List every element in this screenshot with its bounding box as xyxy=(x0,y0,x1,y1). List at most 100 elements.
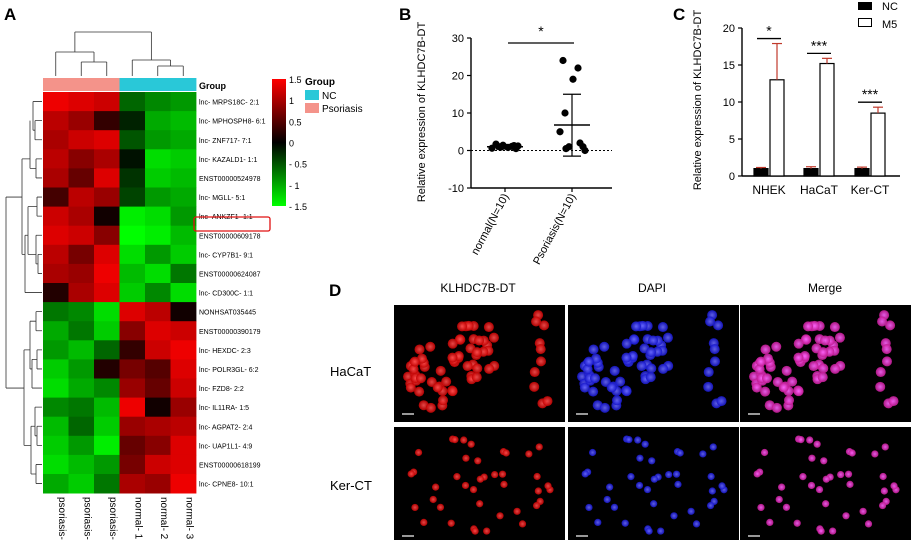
x-tick-label: HaCaT xyxy=(800,183,839,197)
cell-nucleus xyxy=(665,470,673,479)
y-tick-label: 5 xyxy=(729,134,735,146)
cell-nucleus xyxy=(837,470,845,479)
legend-label-m5-bar: M5 xyxy=(882,19,897,31)
row-label-hacat: HaCaT xyxy=(330,364,371,379)
cell-nucleus xyxy=(405,382,416,393)
heatmap-row-label: lnc- HEXDC- 2:3 xyxy=(199,348,251,355)
y-tick-label: 10 xyxy=(723,97,735,109)
cell-nucleus xyxy=(609,365,620,376)
heatmap-cell xyxy=(170,92,197,112)
color-scale-tick: - 1 xyxy=(289,181,300,191)
cell-nucleus xyxy=(588,344,599,355)
cell-nucleus xyxy=(646,347,657,358)
heatmap-cell xyxy=(119,283,146,303)
heatmap-column-label: psoriasis- 3 xyxy=(107,497,118,540)
heatmap-cell xyxy=(170,474,197,494)
color-scale-tick: - 1.5 xyxy=(289,202,307,212)
heatmap-cell xyxy=(43,302,69,322)
heatmap-cell xyxy=(94,225,120,246)
heatmap-cell xyxy=(43,416,69,437)
cell-nucleus xyxy=(859,507,867,515)
cell-nucleus xyxy=(471,527,479,535)
heatmap-cell xyxy=(68,92,95,112)
heatmap-cell xyxy=(94,474,120,494)
cell-nucleus xyxy=(641,440,649,448)
cell-nucleus xyxy=(760,448,769,457)
cell-nucleus xyxy=(518,520,527,528)
significance-label: *** xyxy=(811,37,828,53)
cell-nucleus xyxy=(885,320,896,331)
cell-nucleus xyxy=(462,454,470,462)
cell-nucleus xyxy=(648,457,656,465)
heatmap-cell xyxy=(68,187,95,207)
cell-nucleus xyxy=(830,363,841,374)
heatmap-cell xyxy=(170,225,197,246)
heatmap-cell xyxy=(145,321,171,341)
heatmap-cell xyxy=(68,263,95,284)
scatter-point xyxy=(569,75,577,83)
cell-nucleus xyxy=(848,449,856,457)
heatmap-row-label: lnc- FZD8- 2:2 xyxy=(199,386,244,393)
heatmap-cell xyxy=(43,111,69,131)
heatmap-cell xyxy=(68,397,95,418)
cell-nucleus xyxy=(425,341,436,352)
cell-nucleus xyxy=(829,527,837,535)
microscopy-panel: KLHDC7B-DT DAPI Merge HaCaT Ker-CT xyxy=(330,281,911,540)
cell-nucleus xyxy=(650,500,658,508)
heatmap-cell xyxy=(145,168,171,188)
cell-nucleus xyxy=(533,501,541,510)
cell-nucleus xyxy=(535,344,546,355)
cell-nucleus xyxy=(672,470,681,478)
cell-nucleus xyxy=(606,382,617,393)
cell-nucleus xyxy=(525,450,533,458)
cell-nucleus xyxy=(612,395,623,406)
highlight-box xyxy=(193,216,271,232)
heatmap-cell xyxy=(170,454,197,475)
heatmap-column-labels: psoriasis- 1 psoriasis- 2 psoriasis- 3 norm… xyxy=(56,497,195,540)
heatmap-cell xyxy=(170,149,197,169)
cell-nucleus xyxy=(807,481,816,490)
legend-swatch-psoriasis xyxy=(305,103,319,113)
heatmap-cell xyxy=(68,474,95,494)
heatmap-cell xyxy=(170,378,197,398)
heatmap-cell xyxy=(145,225,171,246)
significance-label: *** xyxy=(862,86,879,102)
cell-nucleus xyxy=(457,321,468,332)
cell-nucleus xyxy=(844,470,853,478)
scatter-point xyxy=(561,109,569,117)
heatmap-row-labels: lnc- MRPS18C- 2:1 lnc- MPHOSPH8- 6:1 lnc- … xyxy=(199,100,266,489)
y-tick-label: 15 xyxy=(723,60,735,72)
heatmap-cell xyxy=(68,454,95,475)
heatmap-cell xyxy=(68,321,95,341)
heatmap-cell xyxy=(170,111,197,131)
heatmap-group-header: Group xyxy=(199,81,226,91)
panel-letter-d: D xyxy=(329,281,341,300)
cell-nucleus xyxy=(498,470,507,478)
legend-label-psoriasis: Psoriasis xyxy=(322,104,363,115)
x-tick-label: Psoriasis(N=10) xyxy=(531,192,578,267)
cell-nucleus xyxy=(761,373,772,384)
cell-nucleus xyxy=(451,436,459,444)
heatmap-row-label: ENST00000624087 xyxy=(199,271,261,278)
heatmap-cell xyxy=(170,397,197,418)
cell-nucleus xyxy=(441,376,452,387)
x-tick-label: normal(N=10) xyxy=(469,192,511,257)
cell-nucleus xyxy=(447,386,458,397)
cell-nucleus xyxy=(627,473,635,481)
heatmap-cell xyxy=(145,435,171,456)
heatmap-cell xyxy=(145,474,171,494)
cell-nucleus xyxy=(881,443,889,451)
cell-nucleus xyxy=(800,334,811,345)
heatmap-row-label: lnc- CYP7B1- 9:1 xyxy=(199,252,253,259)
heatmap-dendrograms xyxy=(5,31,184,484)
heatmap-cells xyxy=(43,92,197,494)
cell-nucleus xyxy=(500,480,508,488)
legend-label-nc-bar: NC xyxy=(882,1,898,13)
heatmap-row-label: ENST00000524978 xyxy=(199,176,261,183)
cell-nucleus xyxy=(815,485,824,494)
scatter-point xyxy=(510,142,518,150)
cell-nucleus xyxy=(818,347,829,358)
heatmap-cell xyxy=(119,454,146,475)
cell-nucleus xyxy=(709,356,720,367)
